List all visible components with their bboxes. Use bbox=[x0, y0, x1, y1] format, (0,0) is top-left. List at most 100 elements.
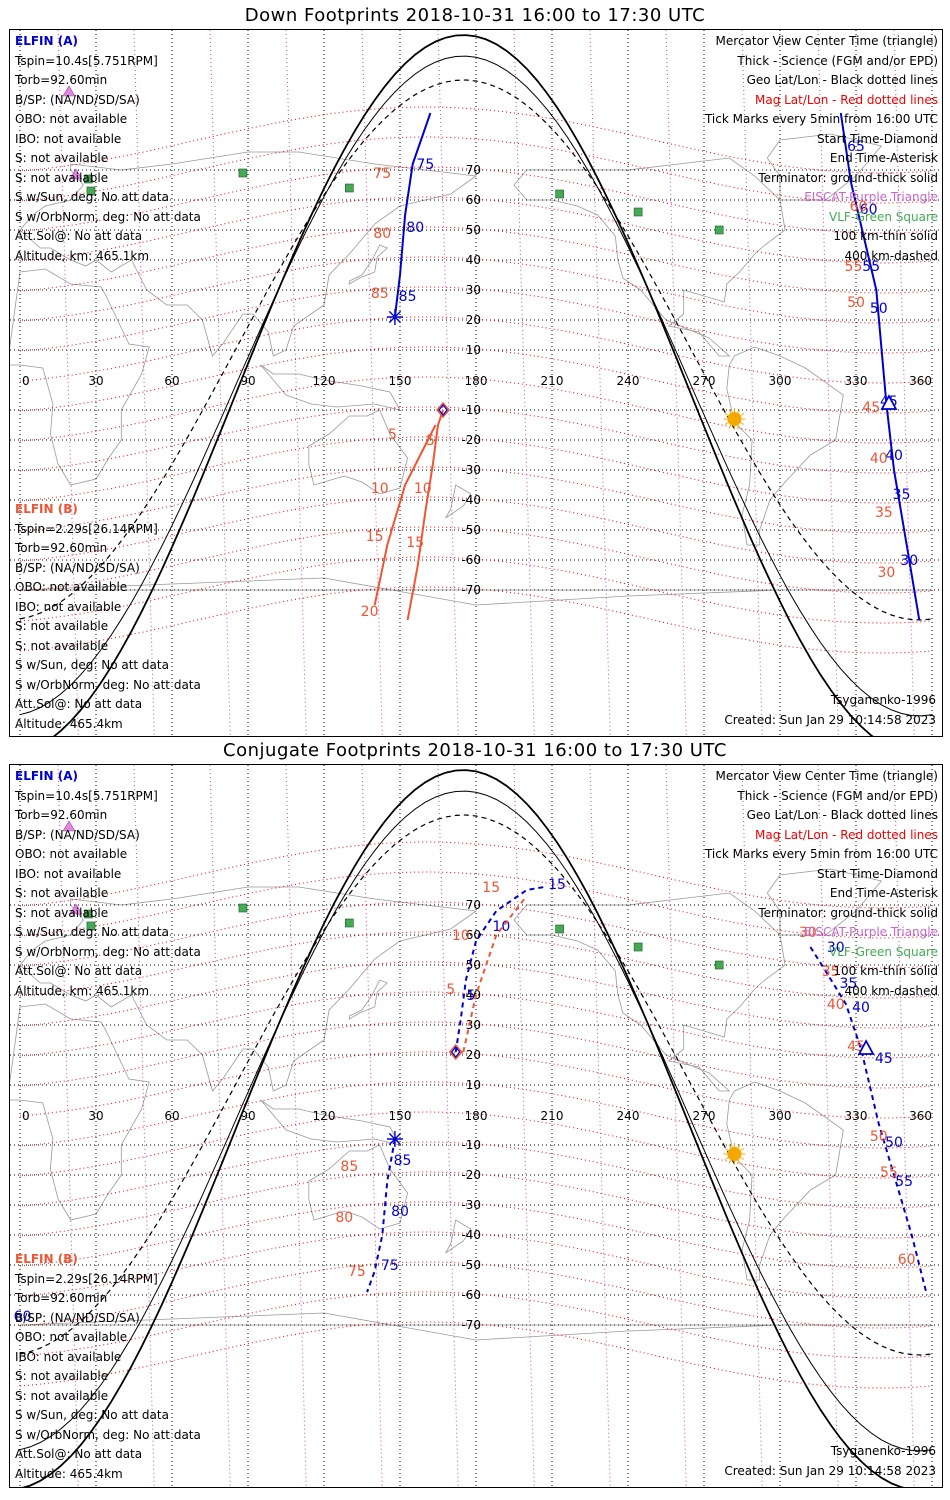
legend-item: Terminator: ground-thick solid bbox=[758, 905, 938, 920]
lon-tick-label: 360 bbox=[909, 1109, 932, 1123]
lat-tick-label: 20 bbox=[466, 313, 481, 327]
elfin-a-tick-label: 60 bbox=[860, 202, 878, 218]
lat-tick-label: 30 bbox=[466, 283, 481, 297]
asterisk-stroke bbox=[388, 310, 402, 324]
lon-tick-label: 210 bbox=[541, 1109, 564, 1123]
elfin-b-tick-label: 15 bbox=[482, 880, 500, 896]
elfin-a-tick-label: 40 bbox=[852, 1000, 870, 1016]
legend-item: 400 km-dashed bbox=[844, 248, 938, 263]
mag-meridian bbox=[437, 30, 459, 736]
mag-meridian bbox=[817, 30, 839, 736]
sun-ray bbox=[737, 1159, 741, 1164]
sat_b-sun: S w/Sun, deg: No att data bbox=[15, 1408, 169, 1422]
vlf-site-marker bbox=[633, 207, 643, 217]
mag-meridian bbox=[133, 30, 155, 736]
lon-tick-label: 240 bbox=[617, 1109, 640, 1123]
elfin-b-track bbox=[406, 409, 445, 621]
legend-item: End Time-Asterisk bbox=[829, 886, 938, 900]
elfin-b-tick-label: 5 bbox=[446, 982, 455, 998]
start-diamond-marker-a bbox=[450, 1046, 461, 1058]
lat-tick-label: 70 bbox=[466, 898, 481, 912]
legend-item: Tick Marks every 5min from 16:00 UTC bbox=[704, 847, 938, 861]
center-time-triangle-marker bbox=[857, 1039, 875, 1055]
legend-item: 400 km-dashed bbox=[844, 983, 938, 998]
legend-block: Mercator View Center Time (triangle) Thic… bbox=[705, 767, 938, 1001]
elfin-a-tick-label: 55 bbox=[862, 259, 880, 275]
created-timestamp: Created: Sun Jan 29 10:14:58 2023 bbox=[724, 712, 936, 727]
sat_a-name: ELFIN (A) bbox=[15, 34, 78, 48]
elfin-b-tick-label: 40 bbox=[870, 451, 888, 467]
sat_a-torb: Torb=92.60min bbox=[15, 73, 108, 87]
lat-tick-label: 10 bbox=[466, 343, 481, 357]
sat_b-info-block: ELFIN (B) Tspin=2.29s[26.14RPM] Torb=92.60… bbox=[15, 500, 201, 734]
elfin-a-tick-label: 50 bbox=[870, 301, 888, 317]
sat_b-orbnorm: S w/OrbNorm, deg: No att data bbox=[15, 677, 201, 692]
continent bbox=[10, 268, 150, 486]
vlf-site-marker bbox=[555, 189, 564, 199]
sun-ray bbox=[728, 409, 732, 414]
sun-ray bbox=[737, 409, 741, 414]
lon-tick-label: 60 bbox=[164, 374, 179, 388]
sun-ray bbox=[737, 424, 741, 429]
model-label: Tsyganenko-1996 bbox=[830, 1443, 936, 1458]
sat_a-ibo: IBO: not available bbox=[15, 131, 122, 146]
sat_b-bsp: B/SP: (NA/ND/SD/SA) bbox=[15, 1310, 140, 1325]
mag-meridian bbox=[437, 765, 459, 1487]
elfin-b-track bbox=[462, 895, 528, 1053]
mag-meridian bbox=[285, 30, 307, 736]
elfin-a-tick-label: 85 bbox=[399, 289, 417, 305]
elfin-b-tick-label: 20 bbox=[361, 604, 379, 620]
lat-tick-label: -50 bbox=[461, 1258, 481, 1272]
mag-meridian bbox=[893, 30, 915, 736]
vlf-site-marker bbox=[238, 168, 248, 178]
elfin-b-tick-label: 75 bbox=[348, 1264, 366, 1280]
lat-tick-label: -20 bbox=[461, 1168, 481, 1182]
elfin-b-tick-label: 75 bbox=[373, 166, 391, 182]
legend-item: Mag Lat/Lon - Red dotted lines bbox=[754, 827, 938, 842]
legend-item: VLF-Green Square bbox=[829, 944, 938, 959]
terminator-400km bbox=[19, 79, 933, 621]
elfin-a-tick-label: 45 bbox=[875, 1051, 893, 1067]
mag-meridian bbox=[665, 765, 687, 1487]
sat_a-tspin: Tspin=10.4s[5.751RPM] bbox=[15, 788, 158, 803]
lon-tick-label: 150 bbox=[389, 1109, 412, 1123]
end-asterisk-marker bbox=[386, 1131, 403, 1147]
continent bbox=[308, 409, 409, 495]
eiscat-triangle-marker bbox=[62, 820, 76, 832]
mag-meridians bbox=[57, 30, 915, 736]
sat_b-bsp: B/SP: (NA/ND/SD/SA) bbox=[15, 560, 140, 575]
lat-tick-label: -70 bbox=[461, 583, 481, 597]
elfin-a-tick-label: 35 bbox=[893, 487, 911, 503]
sat_a-obo: OBO: not available bbox=[15, 112, 128, 126]
lon-tick-label: 0 bbox=[22, 1109, 30, 1123]
map-panel-down: 0 30 60 90 120 150 180 210 240 270 300 330 360 70 60 50… bbox=[9, 29, 943, 737]
sun-ray bbox=[728, 1159, 732, 1164]
lon-tick-label: 330 bbox=[845, 1109, 868, 1123]
terminator-line bbox=[22, 769, 905, 1487]
lat-tick-label: -60 bbox=[461, 553, 481, 567]
sat_a-alt: Altitude, km: 465.1km bbox=[15, 983, 150, 998]
sat_a-bsp: B/SP: (NA/ND/SD/SA) bbox=[15, 827, 140, 842]
lat-tick-label: -60 bbox=[461, 1288, 481, 1302]
start-diamond-marker-a bbox=[438, 404, 448, 416]
mag-meridian bbox=[209, 30, 231, 736]
elfin-b-tick-label: 10 bbox=[452, 928, 470, 944]
continent bbox=[766, 133, 883, 201]
vlf-site-marker bbox=[84, 174, 93, 184]
elfin-b-tick-label: 60 bbox=[898, 1252, 916, 1268]
lat-tick-label: -30 bbox=[461, 1198, 481, 1212]
legend-item: Thick - Science (FGM and/or EPD) bbox=[737, 53, 938, 68]
mag-meridian bbox=[741, 30, 763, 736]
mag-meridian bbox=[209, 765, 231, 1487]
panel-title-down: Down Footprints 2018-10-31 16:00 to 17:3… bbox=[244, 5, 706, 26]
sun-ray bbox=[724, 1148, 729, 1151]
sat_b-ibo: IBO: not available bbox=[15, 599, 122, 614]
sat_a-orbnorm: S w/OrbNorm, deg: No att data bbox=[15, 209, 201, 224]
legend-item: 100 km-thin solid bbox=[833, 229, 938, 243]
lon-tick-label: 210 bbox=[541, 374, 564, 388]
sat_a-info-block: ELFIN (A) Tspin=10.4s[5.751RPM] Torb=92.60… bbox=[15, 767, 201, 1001]
lat-tick-label: 40 bbox=[466, 988, 481, 1002]
sat_b-name: ELFIN (B) bbox=[15, 502, 78, 516]
sat_a-s1: S: not available bbox=[15, 151, 109, 165]
lon-tick-label: 30 bbox=[88, 374, 103, 388]
